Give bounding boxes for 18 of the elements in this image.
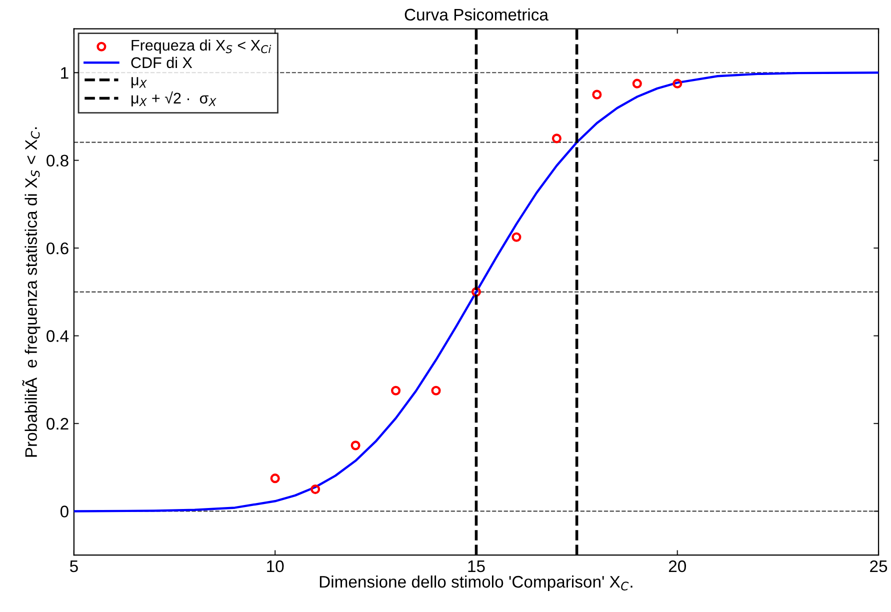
y-tick-label: 0.2 xyxy=(46,418,68,430)
legend-label: μ$_{X}$ xyxy=(132,77,147,88)
y-tick-label: 0 xyxy=(60,506,68,518)
legend-label: μ$_{X}$ + √2 · σ$_{X}$ xyxy=(132,91,216,106)
y-tick-label: 0.4 xyxy=(46,330,69,342)
x-tick-label: 20 xyxy=(668,560,686,572)
x-tick-label: 25 xyxy=(870,560,888,572)
x-tick-label: 10 xyxy=(267,560,284,572)
x-axis-title: Dimensione dello stimolo 'Comparison' X$_{C}$. xyxy=(320,575,632,592)
x-tick-label: 15 xyxy=(468,560,485,572)
y-axis-title: ProbabilitÃ e frequenza statistica di X$_{S}$ < X$_{C}$. xyxy=(22,127,40,457)
y-tick-label: 0.8 xyxy=(46,154,68,167)
legend-label: Frequeza di X$_{S}$ < X$_{Ci}$ xyxy=(132,39,272,54)
y-tick-label: 1 xyxy=(61,67,68,79)
y-tick-label: 0.6 xyxy=(46,242,68,254)
x-tick-label: 5 xyxy=(70,560,78,572)
chart-title: Curva Psicometrica xyxy=(404,8,548,21)
legend-label: CDF di X xyxy=(131,56,192,68)
